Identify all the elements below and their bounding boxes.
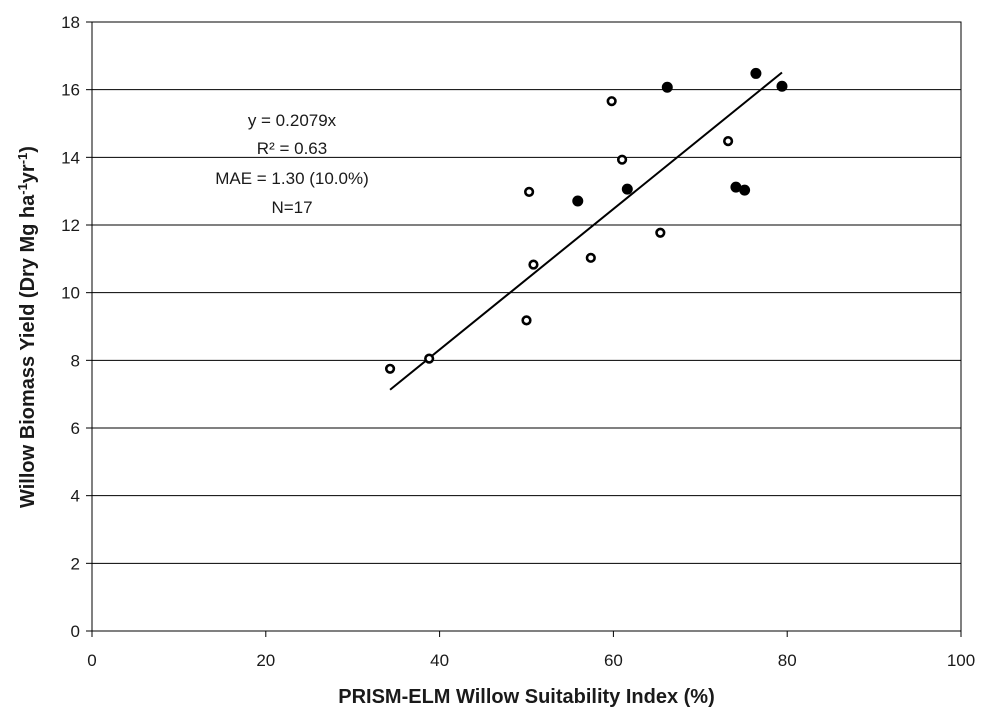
data-point-filled [661, 81, 673, 93]
equation-label: y = 0.2079x [248, 111, 337, 130]
x-tick-label: 20 [256, 651, 275, 670]
data-point-open [616, 154, 628, 165]
mae-label: MAE = 1.30 (10.0%) [215, 169, 369, 188]
y-axis-ticks: 0 2 4 6 8 10 12 14 16 18 [61, 13, 92, 641]
y-tick-label: 14 [61, 148, 80, 167]
data-point-open [723, 135, 734, 147]
x-tick-label: 60 [604, 651, 623, 670]
trendline [389, 71, 783, 391]
y-axis-title: Willow Biomass Yield (Dry Mg ha-1yr-1) [15, 146, 40, 508]
data-point-open [521, 315, 532, 326]
y-axis-title-end: ) [17, 146, 39, 153]
x-tick-label: 80 [778, 651, 797, 670]
x-axis-ticks: 0 20 40 60 80 100 [87, 631, 975, 670]
data-point-open [528, 259, 539, 270]
y-tick-label: 0 [71, 622, 80, 641]
data-points [384, 67, 788, 374]
data-point-filled [739, 184, 751, 196]
y-tick-label: 18 [61, 13, 80, 32]
x-axis-title: PRISM-ELM Willow Suitability Index (%) [338, 686, 715, 708]
r-squared-label: R² = 0.63 [257, 139, 327, 158]
y-axis-title-unit: yr [17, 164, 39, 183]
x-tick-label: 100 [947, 651, 975, 670]
y-axis-title-exp2: -1 [15, 153, 30, 165]
y-tick-label: 8 [71, 351, 80, 370]
data-point-open [524, 186, 535, 197]
data-point-filled [776, 80, 788, 92]
y-tick-label: 4 [71, 487, 80, 506]
data-point-open [585, 252, 596, 263]
data-point-filled [572, 195, 584, 207]
data-point-filled [621, 183, 633, 195]
y-tick-label: 16 [61, 81, 80, 100]
y-tick-label: 2 [71, 554, 80, 573]
data-point-open [606, 96, 617, 107]
y-axis-title-main: Willow Biomass Yield (Dry Mg ha [17, 194, 39, 508]
y-axis-title-exp1: -1 [15, 183, 30, 195]
y-tick-label: 6 [71, 419, 80, 438]
gridlines [92, 21, 961, 632]
y-tick-label: 12 [61, 216, 80, 235]
data-point-filled [750, 67, 762, 79]
y-tick-label: 10 [61, 284, 80, 303]
sample-size-label: N=17 [271, 198, 312, 217]
data-point-open [424, 353, 435, 364]
x-tick-label: 40 [430, 651, 449, 670]
x-tick-label: 0 [87, 651, 96, 670]
data-point-open [384, 363, 396, 374]
data-point-open [655, 227, 666, 238]
plot-area [91, 21, 962, 632]
